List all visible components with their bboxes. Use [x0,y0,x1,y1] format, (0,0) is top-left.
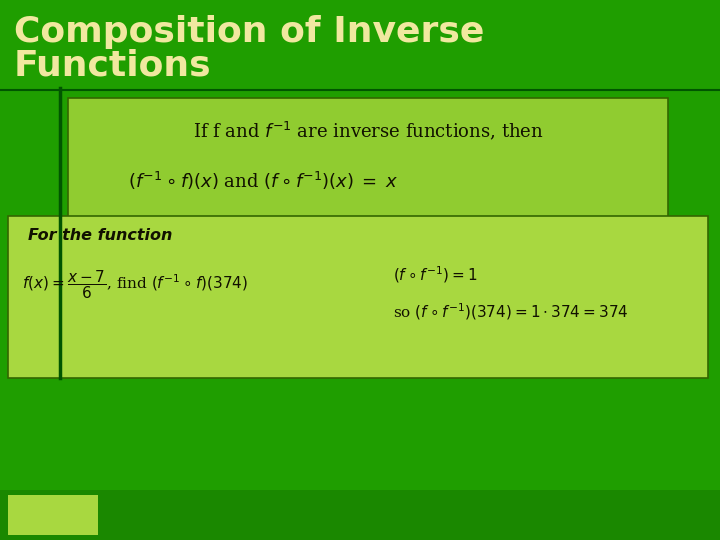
Text: For the function: For the function [28,228,172,243]
FancyBboxPatch shape [0,490,720,540]
FancyBboxPatch shape [8,495,98,535]
Text: $(f \circ f^{-1}) = 1$: $(f \circ f^{-1}) = 1$ [393,264,477,285]
Text: Composition of Inverse: Composition of Inverse [14,15,485,49]
Text: so $(f \circ f^{-1})(374) = 1 \cdot 374 = 374$: so $(f \circ f^{-1})(374) = 1 \cdot 374 … [393,301,629,322]
Text: $(f^{-1} \circ f)(x)$ and $(f \circ f^{-1})(x) \;=\; x$: $(f^{-1} \circ f)(x)$ and $(f \circ f^{-… [128,170,398,192]
FancyBboxPatch shape [68,98,668,273]
Text: If f and $f^{-1}$ are inverse functions, then: If f and $f^{-1}$ are inverse functions,… [193,120,544,143]
Text: $f(x) = \dfrac{x-7}{6}$, find $(f^{-1} \circ f)(374)$: $f(x) = \dfrac{x-7}{6}$, find $(f^{-1} \… [22,268,248,301]
FancyBboxPatch shape [8,216,708,378]
Text: Functions: Functions [14,48,212,82]
